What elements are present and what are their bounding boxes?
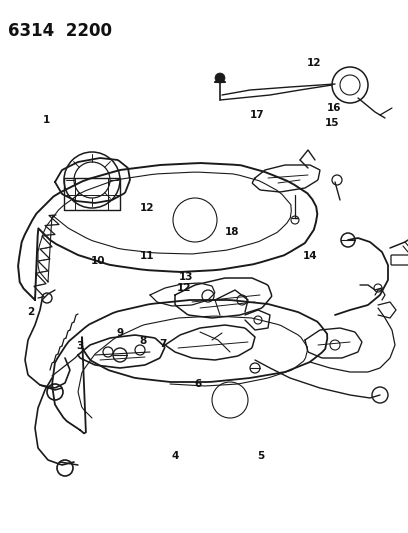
Text: 11: 11 <box>140 251 154 261</box>
Text: 6: 6 <box>194 379 202 389</box>
Text: 5: 5 <box>257 451 265 461</box>
Text: 12: 12 <box>307 58 322 68</box>
Text: 9: 9 <box>117 328 124 338</box>
Text: 10: 10 <box>91 256 105 266</box>
Text: 13: 13 <box>178 272 193 282</box>
Text: 4: 4 <box>172 451 179 461</box>
Text: 1: 1 <box>43 115 51 125</box>
Text: 6314  2200: 6314 2200 <box>8 22 112 40</box>
Text: 14: 14 <box>303 251 317 261</box>
Text: 16: 16 <box>327 103 342 112</box>
Text: 2: 2 <box>27 307 34 317</box>
Text: 3: 3 <box>76 342 83 351</box>
Text: 17: 17 <box>250 110 264 119</box>
Text: 8: 8 <box>139 336 146 346</box>
Text: 15: 15 <box>325 118 340 127</box>
Text: 12: 12 <box>140 203 154 213</box>
Circle shape <box>215 73 225 83</box>
Text: 12: 12 <box>176 283 191 293</box>
Text: 7: 7 <box>160 339 167 349</box>
Text: 18: 18 <box>225 227 240 237</box>
